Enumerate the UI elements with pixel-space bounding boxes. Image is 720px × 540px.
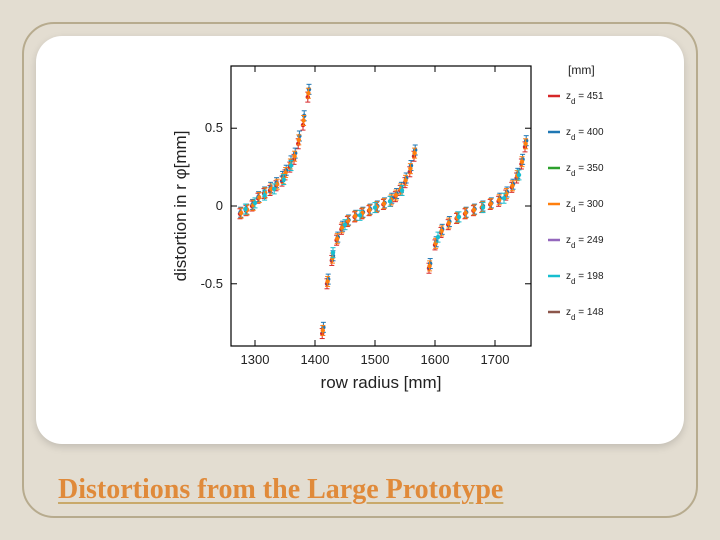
svg-text:zd = 249: zd = 249: [566, 235, 604, 250]
svg-text:zd = 451: zd = 451: [566, 91, 604, 106]
svg-text:[mm]: [mm]: [568, 63, 595, 77]
svg-text:zd = 300: zd = 300: [566, 199, 604, 214]
svg-text:row radius [mm]: row radius [mm]: [321, 373, 442, 392]
slide-caption: Distortions from the Large Prototype: [58, 475, 676, 506]
svg-text:0.5: 0.5: [205, 120, 223, 135]
svg-text:zd = 148: zd = 148: [566, 307, 604, 322]
svg-text:-0.5: -0.5: [201, 276, 223, 291]
svg-text:distortion in r φ[mm]: distortion in r φ[mm]: [171, 131, 190, 282]
svg-text:1700: 1700: [481, 352, 510, 367]
svg-text:1300: 1300: [241, 352, 270, 367]
chart-container: 1300 1400 1500 1600 1700 -0.5 0 0.5 row radius […: [156, 46, 626, 406]
svg-text:0: 0: [216, 198, 223, 213]
svg-text:1500: 1500: [361, 352, 390, 367]
slide-frame-inner: 1300 1400 1500 1600 1700 -0.5 0 0.5 row radius […: [36, 36, 684, 444]
slide-frame-outer: 1300 1400 1500 1600 1700 -0.5 0 0.5 row radius […: [22, 22, 698, 518]
svg-text:zd = 400: zd = 400: [566, 127, 604, 142]
svg-text:1400: 1400: [301, 352, 330, 367]
svg-text:zd = 350: zd = 350: [566, 163, 604, 178]
svg-text:1600: 1600: [421, 352, 450, 367]
svg-text:zd = 198: zd = 198: [566, 271, 604, 286]
distortion-chart: 1300 1400 1500 1600 1700 -0.5 0 0.5 row radius […: [156, 46, 626, 406]
